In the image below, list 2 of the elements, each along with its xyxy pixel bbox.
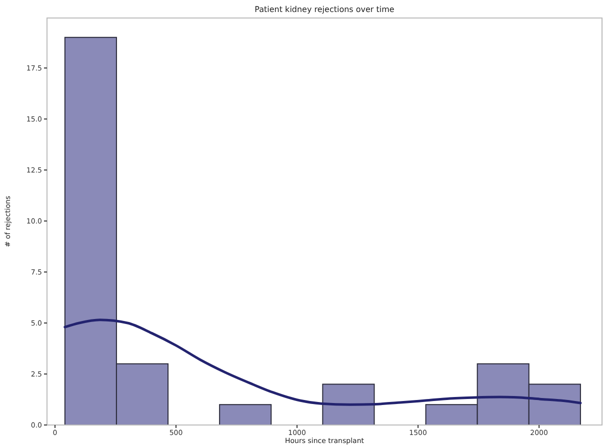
line-series (64, 318, 582, 406)
chart-title: Patient kidney rejections over time (254, 5, 394, 14)
